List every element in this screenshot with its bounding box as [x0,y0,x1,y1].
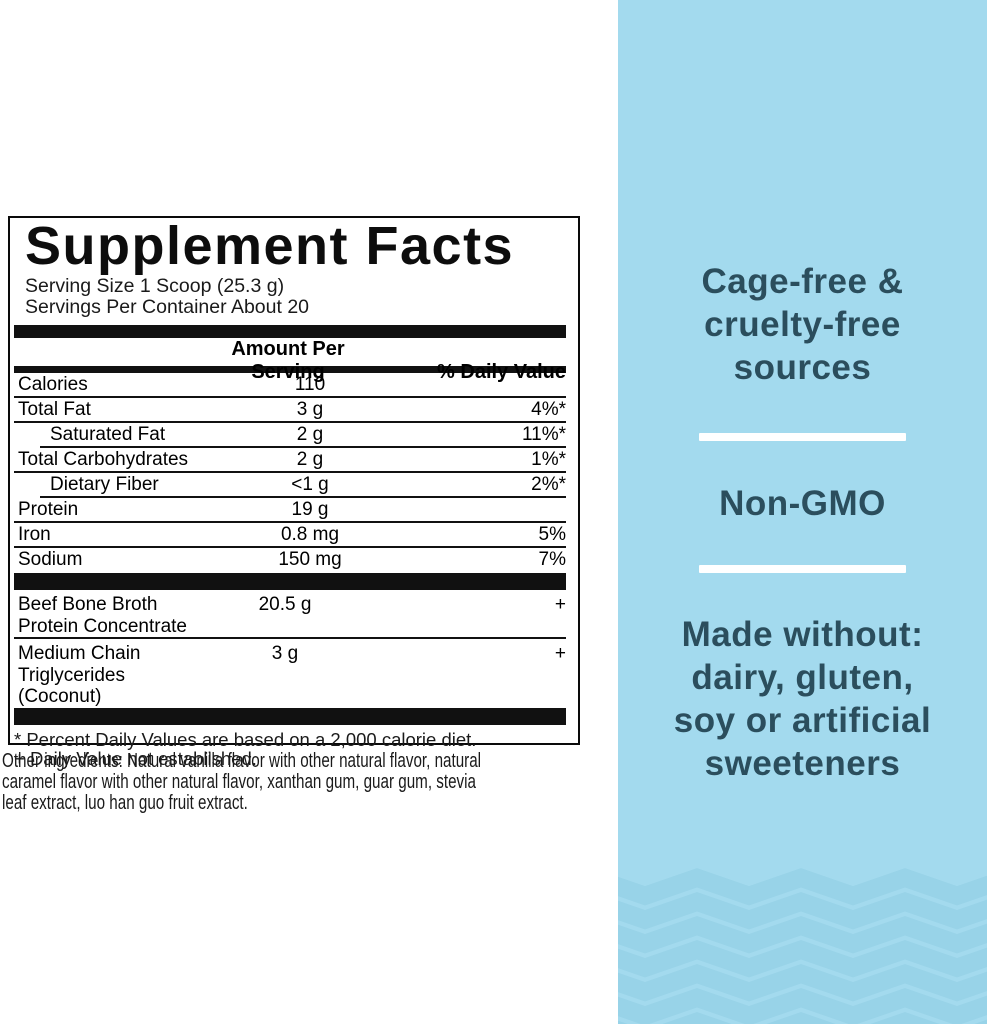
nutrient-row-calories: Calories 110 [14,373,566,396]
nutrient-dv: + [554,594,566,615]
section-bar [14,325,566,338]
nutrient-name: Medium Chain Triglycerides (Coconut) [14,643,244,708]
claim-divider [699,433,906,441]
nutrient-name-line1: Beef Bone Broth [18,594,158,615]
nutrient-dv: 4%* [531,398,566,420]
claim-line: soy or artificial [673,701,932,740]
claim-line: Non-GMO [719,484,886,523]
nutrient-name: Protein [18,498,79,520]
nutrient-row-dietary-fiber: Dietary Fiber <1 g 2%* [14,473,566,496]
other-ingredients: Other ingredients: Natural vanilla flavo… [2,751,564,814]
section-bar [14,707,566,725]
claim-divider [699,565,906,573]
nutrient-name-line2: (Coconut) [18,686,102,707]
claim-line: Made without: [681,615,924,654]
row-separator [14,396,566,398]
claim-line: Cage-free & [701,262,904,301]
nutrient-name: Saturated Fat [50,423,166,445]
nutrient-amount: 20.5 g [258,594,312,615]
nutrient-name: Dietary Fiber [50,473,159,495]
claim-cage-free: Cage-free & cruelty-free sources [618,260,987,389]
other-ingredients-line: leaf extract, luo han guo fruit extract. [2,792,248,814]
supplement-facts-panel: Supplement Facts Serving Size 1 Scoop (2… [8,216,580,768]
nutrient-dv: 11%* [521,423,566,445]
nutrient-amount: 3 g [296,398,324,420]
other-ingredients-line: Other ingredients: Natural vanilla flavo… [2,750,482,772]
row-separator [40,446,566,448]
claim-made-without: Made without: dairy, gluten, soy or arti… [618,613,987,785]
claim-line: dairy, gluten, [691,658,914,697]
nutrient-amount: 2 g [296,423,324,445]
servings-per-container: Servings Per Container About 20 [25,295,310,318]
nutrient-amount: 150 mg [278,548,342,570]
claim-line: sweeteners [704,744,901,783]
nutrient-dv: + [554,643,566,664]
row-separator [14,637,566,639]
nutrient-name: Beef Bone Broth Protein Concentrate [14,594,244,637]
chevron-pattern-fill [618,868,987,1024]
nutrient-name-line2: Protein Concentrate [18,615,187,637]
footnotes: * Percent Daily Values are based on a 2,… [14,730,566,768]
nutrient-row-beef-bone-broth: Beef Bone Broth Protein Concentrate 20.5 … [14,590,566,637]
row-separator [14,421,566,423]
row-separator [14,521,566,523]
nutrient-name: Total Carbohydrates [18,448,189,470]
nutrient-name-line1: Medium Chain Triglycerides [18,643,141,686]
nutrient-name: Calories [18,373,88,395]
claim-line: cruelty-free [704,305,901,344]
section-bar [14,573,566,590]
nutrient-row-sodium: Sodium 150 mg 7% [14,548,566,571]
nutrient-amount: 3 g [271,643,299,664]
facts-title: Supplement Facts [25,216,515,276]
nutrient-amount: 19 g [291,498,329,520]
nutrient-name: Total Fat [18,398,91,420]
nutrient-amount: 2 g [296,448,324,470]
nutrient-dv: 5% [538,523,566,545]
section-bar [14,366,566,373]
row-separator [14,471,566,473]
claim-line: sources [733,348,872,387]
column-header-daily-value: % Daily Value [437,361,566,383]
other-ingredients-line: caramel flavor with other natural flavor… [2,771,476,793]
nutrient-amount: <1 g [291,473,329,495]
nutrient-row-saturated-fat: Saturated Fat 2 g 11%* [14,423,566,446]
serving-size: Serving Size 1 Scoop (25.3 g) [25,275,285,297]
nutrient-row-total-fat: Total Fat 3 g 4%* [14,398,566,421]
column-header-amount: Amount Per Serving [231,338,345,383]
nutrient-name: Sodium [18,548,83,570]
footnote-dv-not-established: + Daily Value not established. [14,747,257,769]
nutrient-dv: 1%* [531,448,566,470]
row-separator [40,496,566,498]
nutrient-amount: 110 [294,373,326,395]
row-separator [14,546,566,548]
nutrient-row-mct: Medium Chain Triglycerides (Coconut) 3 g … [14,639,566,708]
nutrient-row-total-carbohydrates: Total Carbohydrates 2 g 1%* [14,448,566,471]
nutrient-row-protein: Protein 19 g [14,498,566,521]
chevron-pattern [618,868,987,1024]
nutrient-dv: 2%* [531,473,566,495]
nutrient-amount: 0.8 mg [280,523,340,545]
nutrient-row-iron: Iron 0.8 mg 5% [14,523,566,546]
nutrient-dv: 7% [538,548,566,570]
marketing-claims-panel: Cage-free & cruelty-free sources Non-GMO… [618,0,987,1024]
table-header-row: Amount Per Serving % Daily Value [14,338,566,383]
claim-non-gmo: Non-GMO [618,482,987,525]
footnote-daily-values: * Percent Daily Values are based on a 2,… [14,728,477,750]
nutrient-name: Iron [18,523,51,545]
